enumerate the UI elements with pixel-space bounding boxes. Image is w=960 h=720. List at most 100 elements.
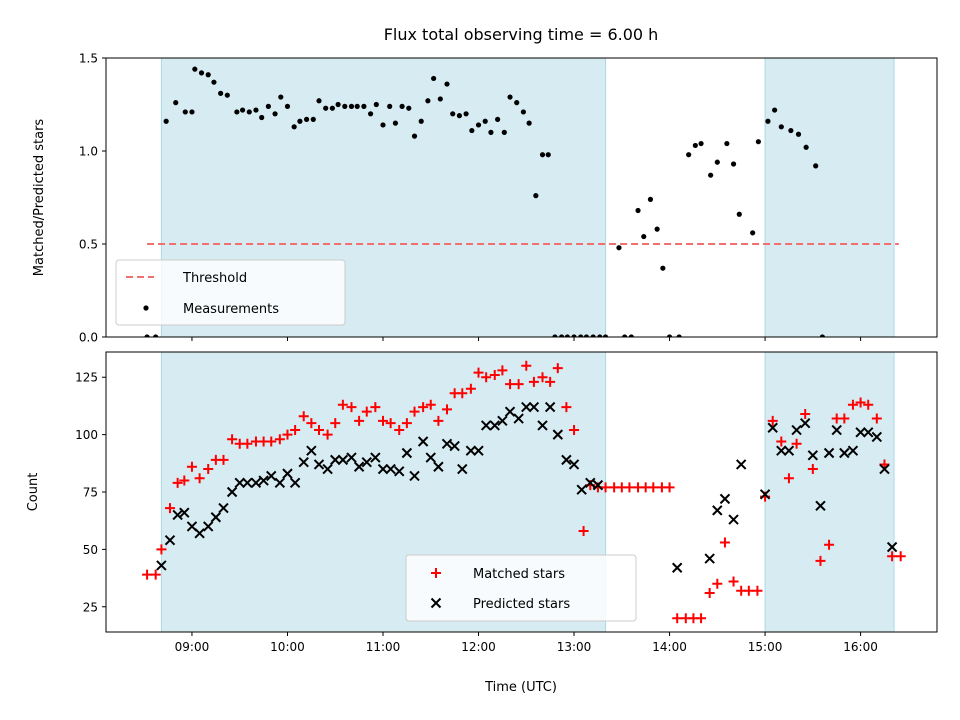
measurement-point (205, 72, 211, 78)
y-tick-label: 75 (83, 486, 98, 500)
predicted-star-point (409, 470, 420, 482)
measurement-point (813, 163, 819, 169)
measurement-point (730, 161, 737, 167)
matched-star-point (855, 397, 866, 408)
matched-star-point (767, 415, 778, 426)
matched-star-point (218, 454, 229, 465)
matched-star-point (194, 473, 205, 484)
measurement-point (380, 122, 386, 128)
predicted-star-point (465, 445, 477, 456)
measurement-point (253, 107, 259, 113)
x-tick-label: 13:00 (557, 640, 592, 654)
shaded-interval (764, 57, 895, 338)
matched-star-point (418, 402, 429, 413)
matched-star-point (370, 402, 381, 413)
measurement-point (865, 0, 870, 3)
measurement-point (552, 334, 558, 337)
measurement-point (456, 113, 463, 119)
matched-star-point (561, 402, 572, 413)
measurement-point (463, 111, 469, 117)
matched-star-point (807, 464, 818, 475)
measurement-point (291, 124, 297, 130)
count-panel: 09:00 10:00 11:00 12:00 13:00 14:00 15:00 16:00… (26, 351, 938, 654)
measurement-point (583, 334, 590, 337)
predicted-star-point (719, 493, 731, 505)
matched-star-point (322, 429, 333, 440)
measurement-point (765, 118, 771, 124)
matched-star-point (156, 544, 167, 555)
shaded-interval (764, 351, 895, 633)
predicted-star-point (172, 509, 183, 521)
predicted-star-point (855, 427, 866, 438)
matched-star-point (521, 360, 532, 371)
measurement-point (392, 120, 399, 126)
measurement-point (224, 92, 230, 98)
matched-star-point (824, 539, 835, 550)
matched-star-point (815, 555, 826, 566)
measurement-point (239, 107, 246, 113)
measurement-point (495, 116, 501, 122)
predicted-star-point (576, 484, 587, 495)
measurement-point (666, 334, 673, 337)
matched-star-point (354, 415, 365, 426)
y-tick-label: 1.0 (79, 145, 98, 159)
measurement-point (259, 114, 265, 121)
measurement-point (803, 144, 809, 150)
predicted-star-point (361, 456, 372, 468)
matched-star-point (895, 551, 906, 562)
predicted-star-point (568, 459, 580, 470)
legend-predicted-label: Predicted stars (473, 597, 570, 612)
legend-predicted-swatch (430, 597, 442, 609)
predicted-star-point (767, 422, 778, 433)
x-tick-label: 10:00 (270, 640, 305, 654)
predicted-star-point (561, 454, 572, 466)
predicted-star-point (528, 401, 540, 413)
predicted-star-point (250, 477, 262, 489)
measurement-point (578, 334, 584, 337)
measurement-point (450, 111, 456, 117)
matched-star-point (791, 438, 802, 449)
measurement-point (192, 66, 198, 72)
matched-star-point (728, 576, 739, 587)
predicted-star-point (282, 468, 293, 479)
matched-star-point (150, 569, 161, 580)
matched-star-point (314, 425, 325, 436)
measurement-point (882, 0, 887, 3)
y-tick-label: 125 (75, 371, 98, 385)
predicted-star-point (306, 445, 317, 456)
measurement-point (475, 122, 482, 128)
measurement-point (622, 334, 628, 337)
measurement-point (772, 107, 778, 113)
predicted-star-point (489, 420, 500, 431)
matched-star-point (473, 367, 484, 378)
predicted-star-point (322, 463, 333, 475)
matched-star-point (298, 411, 309, 422)
measurement-point (507, 94, 513, 100)
measurement-point (367, 111, 374, 117)
y-axis-label: Matched/Predicted stars (32, 119, 47, 277)
measurement-point (616, 245, 622, 251)
measurement-point (533, 193, 539, 199)
predicted-star-point (863, 427, 874, 438)
predicted-star-point (377, 463, 389, 475)
measurement-point (488, 129, 494, 135)
predicted-star-point (401, 447, 413, 459)
predicted-star-point (164, 534, 176, 546)
plot-area (144, 0, 899, 337)
measurement-point (874, 0, 879, 3)
predicted-star-point (544, 401, 556, 413)
predicted-star-point (274, 477, 286, 489)
measurement-point (539, 152, 546, 158)
predicted-star-point (839, 447, 850, 459)
matched-star-point (887, 551, 898, 562)
y-tick-label: 0.0 (79, 331, 98, 345)
matched-star-point (552, 363, 563, 374)
matched-star-point (664, 482, 675, 493)
measurement-point (545, 152, 551, 158)
predicted-star-point (298, 456, 309, 468)
matched-star-point (401, 418, 412, 429)
measurement-point (686, 152, 692, 158)
measurement-point (698, 140, 704, 147)
legend-box (115, 259, 346, 326)
matched-star-point (648, 482, 659, 493)
